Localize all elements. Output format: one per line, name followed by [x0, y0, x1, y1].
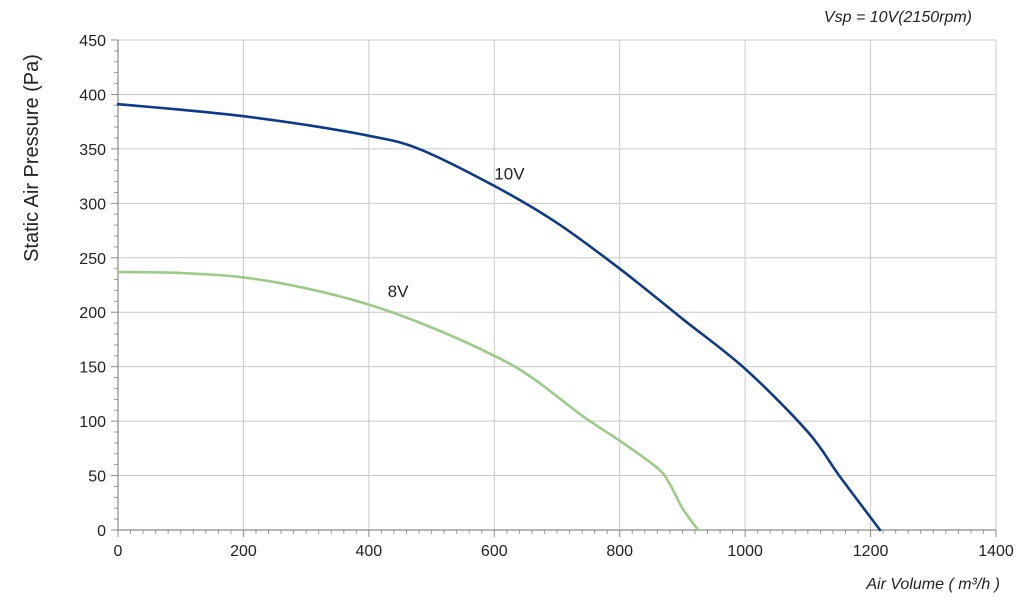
- y-tick-label: 100: [79, 414, 106, 431]
- y-tick-label: 150: [79, 360, 106, 377]
- x-tick-label: 1000: [727, 543, 763, 560]
- series-line-10v: [116, 102, 882, 532]
- y-tick-label: 200: [79, 305, 106, 322]
- axes: [117, 40, 996, 531]
- x-tick-label: 1200: [853, 543, 889, 560]
- gridlines: [118, 39, 997, 530]
- x-tick-label: 1400: [978, 543, 1014, 560]
- y-tick-labels: 0 50 100 150 200 250 300 350 400 450: [79, 33, 118, 540]
- y-tick-label: 400: [79, 87, 106, 104]
- x-axis-title: Air Volume ( m³/h ): [865, 576, 1000, 593]
- y-tick-label: 350: [79, 142, 106, 159]
- plot-area: [118, 40, 996, 530]
- y-tick-label: 250: [79, 251, 106, 268]
- series-labels: 10V 8V: [388, 164, 526, 301]
- x-tick-label: 400: [356, 543, 383, 560]
- speed-annotation: Vsp = 10V(2150rpm): [824, 9, 972, 26]
- x-tick-label: 200: [230, 543, 257, 560]
- series-lines: [116, 102, 882, 532]
- x-tick-label: 600: [481, 543, 508, 560]
- x-tick-labels: 0 200 400 600 800 1000 1200 1400: [114, 530, 1014, 560]
- series-label-10v: 10V: [494, 164, 525, 183]
- y-axis-title: Static Air Pressure (Pa): [21, 54, 43, 262]
- x-tick-label: 800: [606, 543, 633, 560]
- plot-background: [118, 40, 996, 530]
- series-label-8v: 8V: [388, 282, 409, 301]
- y-tick-label: 0: [97, 523, 106, 540]
- y-tick-label: 450: [79, 33, 106, 50]
- minor-ticks: [114, 50, 984, 534]
- y-tick-label: 50: [88, 469, 106, 486]
- y-tick-label: 300: [79, 196, 106, 213]
- series-line-8v: [116, 270, 700, 532]
- x-tick-label: 0: [114, 543, 123, 560]
